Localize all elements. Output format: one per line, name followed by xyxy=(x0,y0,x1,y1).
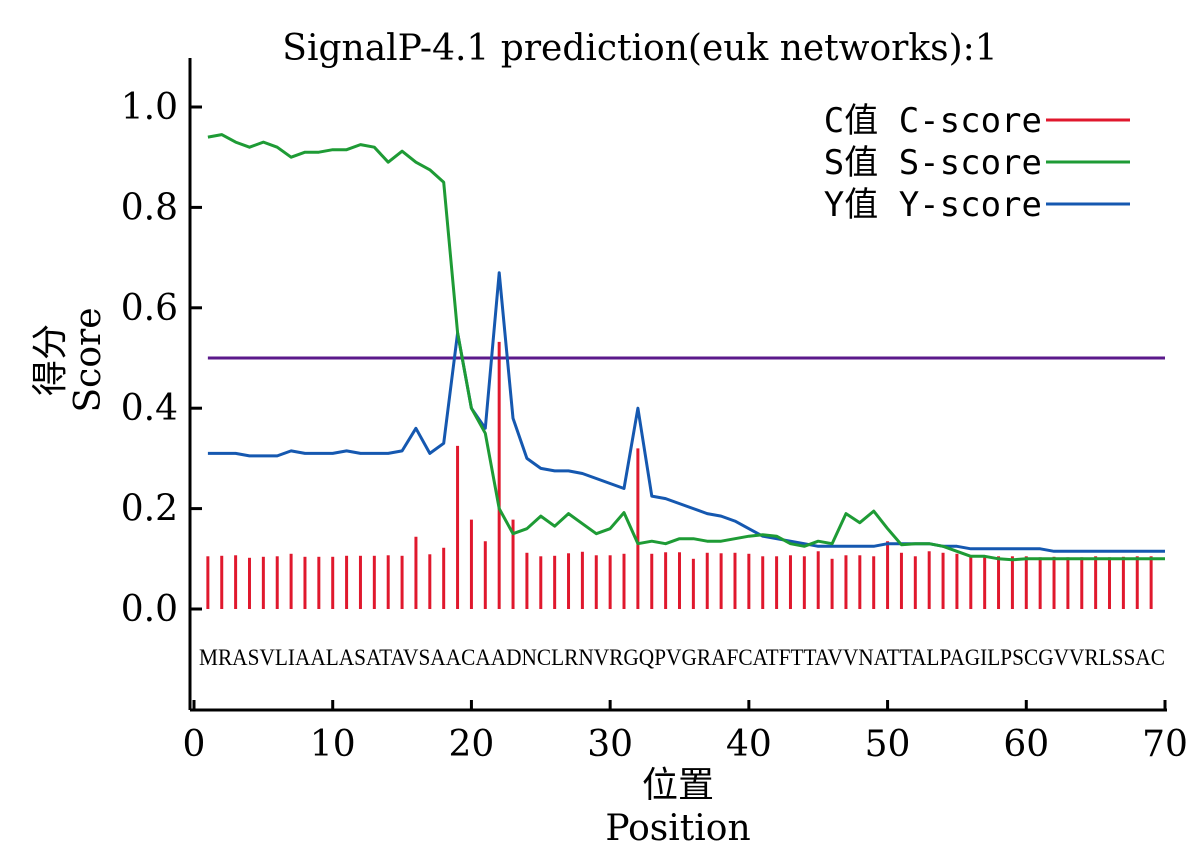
y-tick-label: 1.0 xyxy=(121,87,178,128)
series-lines xyxy=(207,133,1165,562)
x-tick-label: 30 xyxy=(587,724,633,765)
y-axis-label-group: 得分 Score xyxy=(30,307,109,412)
y-tick-label: 0.4 xyxy=(121,388,178,429)
x-tick-label: 0 xyxy=(183,724,206,765)
x-axis-label-en: Position xyxy=(605,808,750,849)
y-axis-label-cn: 得分 xyxy=(30,324,71,396)
sequence-text: MRASVLIAALASATAVSAACAADNCLRNVRGQPVGRAFCA… xyxy=(199,645,1165,670)
c-score-bars xyxy=(206,341,1153,609)
x-tick-label: 50 xyxy=(865,724,911,765)
legend-label: S值 S-score xyxy=(824,143,1042,183)
y-tick-label: 0.2 xyxy=(121,489,178,530)
x-tick-label: 20 xyxy=(449,724,495,765)
y-axis-label-en: Score xyxy=(68,307,109,412)
x-axis-ticks: 0 10 20 30 40 50 60 70 xyxy=(183,700,1188,765)
y-axis-ticks: 0.0 0.2 0.4 0.6 0.8 1.0 xyxy=(121,87,202,630)
s-score-line xyxy=(207,133,1165,562)
x-tick-label: 60 xyxy=(1003,724,1049,765)
y-tick-label: 0.8 xyxy=(121,187,178,228)
legend-label: C值 C-score xyxy=(824,101,1042,141)
x-tick-label: 10 xyxy=(310,724,356,765)
chart-title: SignalP-4.1 prediction(euk networks):1 xyxy=(282,28,997,69)
y-tick-label: 0.6 xyxy=(121,288,178,329)
y-score-line xyxy=(207,271,1165,553)
legend-label: Y值 Y-score xyxy=(824,185,1042,225)
x-tick-label: 40 xyxy=(726,724,772,765)
x-tick-label: 70 xyxy=(1142,724,1188,765)
x-axis-label-cn: 位置 xyxy=(642,765,714,806)
y-tick-label: 0.0 xyxy=(121,589,178,630)
